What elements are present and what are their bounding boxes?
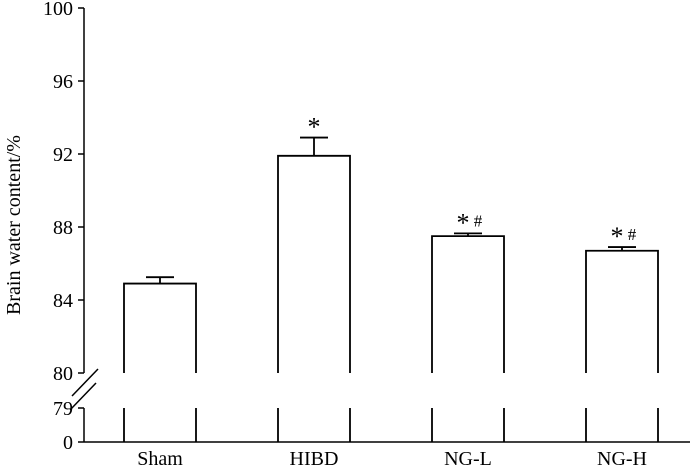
bar (585, 249, 659, 373)
category-label: Sham (137, 448, 183, 467)
significance-star: * (611, 222, 624, 251)
bar (431, 235, 505, 373)
y-tick-label: 79 (53, 398, 73, 420)
y-tick-label: 96 (53, 71, 73, 93)
y-tick-label: 92 (53, 144, 73, 166)
category-label: NG-H (597, 448, 647, 467)
y-tick-label: 100 (43, 0, 73, 20)
y-axis-title: Brain water content/% (3, 135, 25, 315)
y-tick-label: 0 (63, 432, 73, 454)
bar-lower-segment (123, 408, 197, 442)
bar (277, 154, 351, 373)
y-axis: 80 84 88 92 96 100 0 79 (43, 0, 690, 454)
bar-lower-segment (585, 408, 659, 442)
y-tick-label: 88 (53, 217, 73, 239)
category-label: HIBD (290, 448, 339, 467)
bar-lower-segment (277, 408, 351, 442)
axis-break-mark (71, 368, 99, 397)
bar-lower-segment (431, 408, 505, 442)
y-tick-label: 84 (53, 290, 73, 312)
significance-hash: # (474, 211, 483, 230)
y-tick-label: 80 (53, 363, 73, 385)
category-labels: Sham HIBD NG-L NG-H (137, 448, 647, 467)
significance-star: * (457, 208, 470, 237)
significance-hash: # (628, 225, 637, 244)
axis-break-mark (69, 382, 97, 411)
bars-group: ** #* # (123, 113, 659, 442)
bar (123, 282, 197, 373)
category-label: NG-L (444, 448, 492, 467)
significance-star: * (308, 113, 321, 142)
